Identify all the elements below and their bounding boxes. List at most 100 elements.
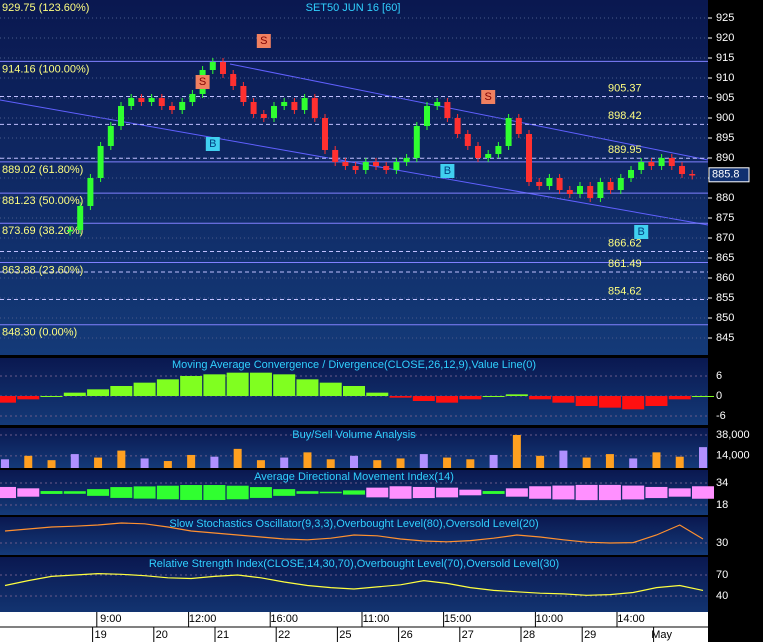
adx-area	[296, 491, 319, 494]
volume-bar	[419, 454, 428, 468]
adx-area	[180, 485, 203, 500]
candle	[607, 182, 614, 190]
volume-bar	[187, 454, 196, 468]
date-label: 19	[94, 629, 106, 641]
adx-area	[87, 489, 110, 496]
fib-label: 863.88 (23.60%)	[2, 264, 83, 276]
volume-bar	[396, 458, 405, 468]
signal-label: S	[260, 35, 267, 47]
fib-label: 889.02 (61.80%)	[2, 164, 83, 176]
date-label: 25	[339, 629, 351, 641]
candle	[689, 174, 696, 176]
volume-bar	[94, 457, 103, 468]
adx-area	[482, 491, 505, 494]
candle	[556, 178, 563, 190]
volume-bar	[373, 460, 382, 468]
fib-label: 929.75 (123.60%)	[2, 2, 89, 14]
signal-box	[205, 137, 220, 151]
date-label: 26	[400, 629, 412, 641]
time-label: 11:00	[363, 613, 390, 625]
macd-bar	[0, 396, 16, 403]
macd-bar	[63, 392, 86, 396]
y-tick-label: 920	[716, 32, 734, 44]
signal-box	[634, 225, 649, 239]
level-label: 905.37	[608, 82, 642, 94]
candle	[271, 106, 277, 118]
fib-label: 881.23 (50.00%)	[2, 195, 83, 207]
candle	[679, 166, 685, 174]
time-label: 16:00	[270, 613, 298, 625]
volume-bar	[559, 450, 568, 468]
candle	[260, 114, 267, 118]
macd-bar	[17, 396, 40, 400]
volume-bar	[605, 454, 614, 468]
trend-line	[229, 63, 709, 161]
macd-bar	[412, 396, 435, 401]
macd-bar	[436, 396, 459, 403]
y-tick-label: 915	[716, 52, 734, 64]
macd-bar	[87, 389, 110, 396]
macd-bar	[180, 376, 203, 396]
adx-area	[529, 486, 552, 499]
candle	[373, 162, 379, 166]
adx-area	[110, 487, 133, 498]
candle	[577, 186, 583, 194]
signal-label: S	[199, 76, 206, 88]
adx-area	[598, 484, 621, 501]
time-label: 9:00	[100, 613, 121, 625]
candle	[413, 126, 420, 158]
candle	[475, 146, 481, 158]
candle	[495, 146, 502, 154]
candle	[454, 118, 461, 134]
candle	[566, 190, 573, 194]
candle	[240, 86, 247, 102]
volume-bar	[512, 434, 521, 468]
volume-bar	[47, 460, 56, 468]
y-tick-label: 40	[716, 590, 728, 602]
indicator-line	[4, 572, 704, 596]
candle	[322, 118, 328, 150]
y-tick-label: 30	[716, 537, 728, 549]
level-label: 889.95	[608, 144, 642, 156]
volume-bar	[70, 454, 79, 468]
candle	[617, 178, 624, 190]
volume-bar	[280, 457, 289, 468]
volume-bar	[117, 450, 126, 468]
date-label: 21	[217, 629, 229, 641]
macd-bar	[366, 392, 389, 396]
candle	[138, 98, 145, 102]
candle	[597, 182, 604, 198]
candle	[638, 162, 645, 170]
candle	[668, 158, 675, 166]
adx-area	[622, 485, 645, 500]
macd-bar	[319, 382, 342, 396]
adx-area	[17, 488, 40, 497]
macd-bar	[273, 374, 296, 396]
candle	[628, 170, 634, 178]
candle	[77, 206, 84, 230]
macd-bar	[389, 396, 412, 398]
y-tick-label: 850	[716, 312, 734, 324]
volume-bar	[699, 447, 707, 468]
candle	[67, 230, 73, 232]
y-tick-label: 6	[716, 370, 722, 382]
fib-label: 848.30 (0.00%)	[2, 327, 77, 339]
level-label: 861.49	[608, 258, 642, 270]
macd-bar	[249, 372, 272, 396]
candle	[546, 178, 553, 186]
candle	[118, 106, 124, 126]
candle	[424, 106, 430, 126]
candle	[311, 98, 318, 118]
y-tick-label: 845	[716, 332, 734, 344]
volume-bar	[303, 452, 312, 468]
candle	[128, 98, 135, 106]
panel-title: Average Directional Movement Index(14)	[254, 471, 454, 483]
date-label: 27	[462, 629, 474, 641]
adx-area	[389, 486, 412, 499]
candle	[158, 98, 165, 106]
volume-bar	[652, 452, 661, 468]
time-label: 14:00	[617, 613, 645, 625]
candle	[107, 126, 114, 146]
signal-label: B	[209, 138, 216, 150]
